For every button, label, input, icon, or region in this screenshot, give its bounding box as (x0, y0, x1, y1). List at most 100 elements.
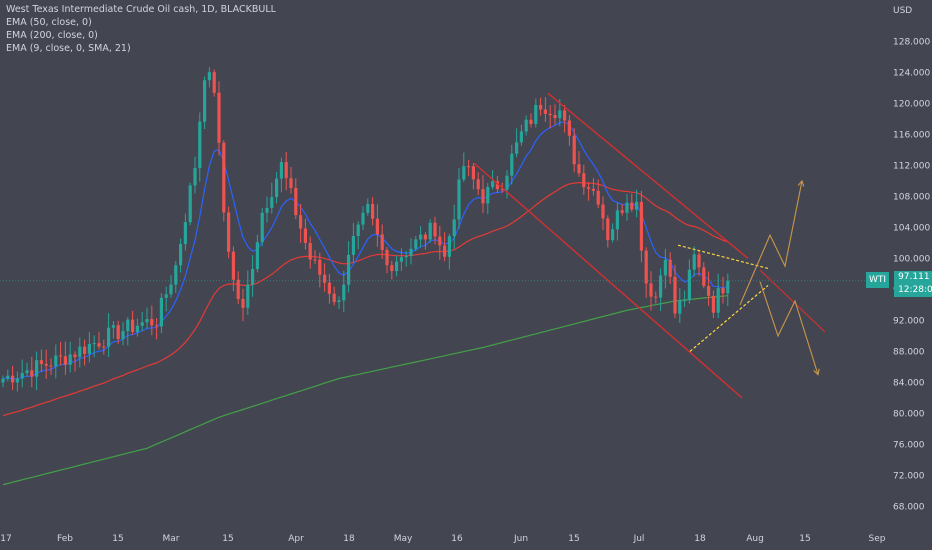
candle-body (111, 325, 115, 328)
candle-body (116, 325, 120, 340)
x-tick-label: 17 (0, 534, 11, 544)
candle-body (500, 189, 504, 191)
candle-body (572, 135, 576, 165)
candle-body (231, 251, 235, 280)
projection-down-arrowhead (813, 368, 820, 376)
moving-averages (2, 121, 728, 486)
candle-body (347, 254, 351, 285)
candle-body (241, 298, 245, 308)
legend-symbol[interactable]: West Texas Intermediate Crude Oil cash, … (6, 4, 276, 15)
candle-body (44, 363, 48, 366)
candle-body (289, 178, 293, 188)
candle-body (534, 104, 538, 124)
y-tick-label: 72.000 (893, 471, 925, 481)
candle-body (15, 378, 19, 383)
candle-body (471, 166, 475, 180)
candle-body (515, 142, 519, 154)
candle-body (313, 259, 317, 261)
candle-body (342, 284, 346, 301)
projection-up-line (739, 180, 803, 306)
price-axis[interactable]: 128.000 124.000 120.000 116.000 112.000 108.0… (893, 37, 930, 512)
candle-body (395, 261, 399, 272)
currency-label: USD (893, 6, 913, 16)
x-tick-label: 18 (343, 534, 355, 544)
time-axis[interactable]: 17 Feb 15 Mar 15 Apr 18 May 16 Jun 15 Jul 18 Aug 15 Sep (0, 534, 885, 544)
candle-body (159, 297, 163, 327)
candle-body (385, 249, 389, 266)
candle-body (11, 375, 15, 383)
candle-body (140, 322, 144, 326)
candle-body (164, 294, 168, 298)
candle-body (203, 80, 207, 122)
candle-body (539, 104, 543, 110)
candle-body (678, 300, 682, 314)
candle-body (227, 212, 231, 252)
candle-body (577, 164, 581, 174)
candle-body (92, 343, 96, 345)
candle-body (726, 280, 730, 294)
candle-body (486, 187, 490, 204)
x-tick-label: Sep (869, 534, 886, 544)
legend-ema50[interactable]: EMA (50, close, 0) (6, 17, 92, 28)
x-tick-label: Jun (513, 534, 528, 544)
candle-body (371, 203, 375, 219)
candle-body (332, 293, 336, 303)
candle-body (198, 121, 202, 169)
candle-body (495, 181, 499, 190)
candle-body (644, 250, 648, 284)
candle-body (404, 255, 408, 258)
y-tick-label: 124.000 (893, 68, 930, 78)
candle-body (121, 331, 125, 340)
candle-body (529, 119, 533, 124)
y-tick-label: 104.000 (893, 223, 930, 233)
legend-ema200[interactable]: EMA (200, close, 0) (6, 30, 98, 41)
candle-body (30, 370, 34, 377)
ema50-line (2, 182, 728, 417)
candle-body (63, 356, 67, 365)
candle-body (102, 346, 106, 348)
legend-ema9[interactable]: EMA (9, close, 0, SMA, 21) (6, 43, 131, 54)
candle-body (639, 201, 643, 251)
candle-body (188, 185, 192, 223)
candle-body (702, 267, 706, 286)
candle-body (673, 276, 677, 314)
candle-body (635, 201, 639, 210)
candle-body (476, 179, 480, 190)
candle-body (78, 346, 82, 358)
candle-body (126, 319, 130, 332)
candle-body (375, 218, 379, 235)
annotations (473, 92, 826, 399)
candle-body (308, 242, 312, 260)
candle-body (284, 162, 288, 179)
x-tick-label: Apr (288, 534, 304, 544)
candle-body (467, 166, 471, 168)
candle-body (697, 254, 701, 268)
candle-body (222, 142, 226, 213)
candle-body (481, 189, 485, 204)
y-tick-label: 120.000 (893, 99, 930, 109)
candle-body (294, 187, 298, 216)
candle-body (510, 153, 514, 176)
candle-body (323, 274, 327, 283)
y-tick-label: 92.000 (893, 316, 925, 326)
candle-body (83, 346, 87, 354)
candle-body (452, 219, 456, 237)
candle-body (707, 285, 711, 296)
candle-body (260, 212, 264, 243)
candle-body (438, 236, 442, 246)
candle-body (59, 355, 63, 357)
candle-body (711, 295, 715, 313)
candle-body (428, 222, 432, 240)
candle-body (251, 269, 255, 285)
x-tick-label: Jul (633, 534, 645, 544)
candle-body (35, 360, 39, 377)
candle-body (39, 360, 43, 364)
candle-body (183, 222, 187, 245)
x-tick-label: 15 (799, 534, 810, 544)
candle-body (687, 269, 691, 301)
x-tick-label: 15 (222, 534, 233, 544)
candle-body (663, 259, 667, 276)
candle-body (548, 113, 552, 116)
candle-body (275, 178, 279, 198)
